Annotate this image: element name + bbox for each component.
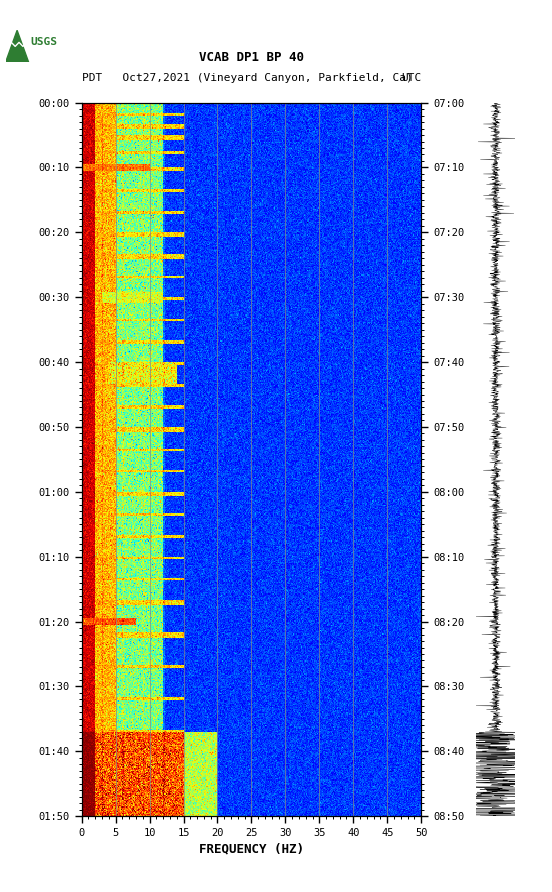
Polygon shape — [6, 30, 29, 62]
Text: UTC: UTC — [401, 73, 421, 84]
Text: PDT   Oct27,2021 (Vineyard Canyon, Parkfield, Ca): PDT Oct27,2021 (Vineyard Canyon, Parkfie… — [82, 73, 412, 84]
Text: VCAB DP1 BP 40: VCAB DP1 BP 40 — [199, 52, 304, 64]
Text: USGS: USGS — [31, 37, 57, 47]
X-axis label: FREQUENCY (HZ): FREQUENCY (HZ) — [199, 842, 304, 855]
